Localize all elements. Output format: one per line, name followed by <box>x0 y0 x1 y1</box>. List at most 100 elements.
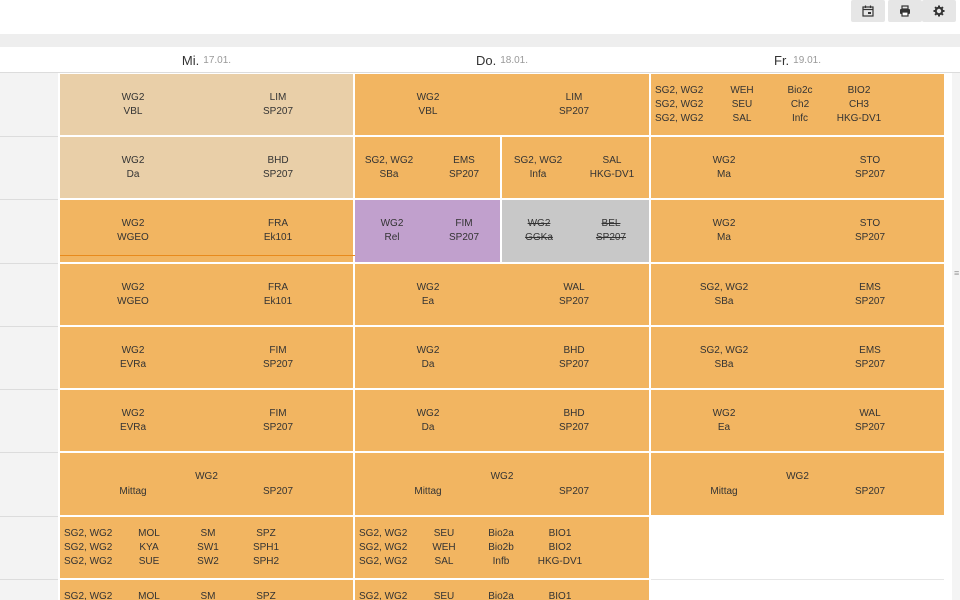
lesson-card[interactable]: WG2 Ea WAL SP207 <box>651 390 944 451</box>
period-divider <box>0 579 58 580</box>
lesson-class: SG2, WG2 <box>655 112 704 124</box>
lesson-card[interactable]: WG2 Da BHD SP207 <box>60 137 353 198</box>
lesson-subject: Infa <box>529 168 547 180</box>
lesson-card[interactable]: SG2, WG2 SBa EMS SP207 <box>651 264 944 325</box>
lesson-card-group[interactable]: SG2, WG2 MOL SM SPZ <box>60 580 353 600</box>
lesson-subject: GGKa <box>525 232 553 243</box>
lesson-card[interactable]: SG2, WG2 SBa EMS SP207 <box>355 137 500 198</box>
lesson-teacher: SAL <box>434 555 454 567</box>
lesson-teacher: BHD <box>267 154 289 166</box>
lesson-class: WG2 <box>121 344 145 356</box>
lesson-subject: Infc <box>791 112 809 124</box>
lesson-card-group[interactable]: SG2, WG2 SEU Bio2a BIO1 <box>355 580 649 600</box>
lesson-card[interactable]: WG2 Ea WAL SP207 <box>355 264 649 325</box>
lesson-teacher: FIM <box>269 344 287 356</box>
lesson-card-group[interactable]: SG2, WG2 WEH Bio2c BIO2 SG2, WG2 SEU Ch2 CH3 S… <box>651 74 944 135</box>
lesson-teacher: WAL <box>859 407 881 419</box>
lunch-card[interactable]: WG2 Mittag SP207 <box>355 453 649 515</box>
lesson-class: WG2 <box>416 344 440 356</box>
lesson-subject: Bio2b <box>488 541 514 553</box>
print-button[interactable] <box>888 0 922 22</box>
lesson-class: SG2, WG2 <box>655 98 704 110</box>
lesson-room: SP207 <box>854 295 886 307</box>
lesson-class: SG2, WG2 <box>64 555 113 567</box>
lesson-room: SPZ <box>256 527 276 539</box>
lunch-card[interactable]: WG2 Mittag SP207 <box>60 453 353 515</box>
lesson-subject: SW1 <box>197 541 219 553</box>
lesson-teacher: FIM <box>269 407 287 419</box>
lesson-room: SP207 <box>262 421 294 433</box>
lesson-room: SP207 <box>854 168 886 180</box>
lesson-card-group[interactable]: SG2, WG2 MOL SM SPZ SG2, WG2 KYA SW1 SPH1 SG2,… <box>60 517 353 578</box>
lesson-room: BIO2 <box>847 84 871 96</box>
lesson-class: SG2, WG2 <box>699 281 749 293</box>
day-header-thursday: Do. 18.01. <box>355 47 649 73</box>
day-name: Do. <box>475 52 497 68</box>
lesson-room: SP207 <box>595 232 627 243</box>
lesson-subject: Rel <box>384 232 400 243</box>
lesson-teacher: FRA <box>268 218 288 229</box>
lesson-class: WG2 <box>712 407 736 419</box>
lesson-card[interactable]: WG2 Ma STO SP207 <box>651 200 944 262</box>
lesson-teacher: FRA <box>268 281 288 293</box>
lesson-card[interactable]: WG2 EVRa FIM SP207 <box>60 390 353 451</box>
lesson-room: BIO1 <box>548 591 572 600</box>
lesson-card[interactable]: WG2 Da BHD SP207 <box>355 327 649 388</box>
lesson-room: SP207 <box>854 358 886 370</box>
lesson-class: WG2 <box>121 154 145 166</box>
lesson-class: SG2, WG2 <box>699 344 749 356</box>
lesson-card[interactable]: WG2 WGEO FRA Ek101 <box>60 200 353 262</box>
lesson-room: SP207 <box>262 486 294 497</box>
lesson-card-group[interactable]: SG2, WG2 SEU Bio2a BIO1 SG2, WG2 WEH Bio2b BIO… <box>355 517 649 578</box>
lesson-card[interactable]: WG2 VBL LIM SP207 <box>355 74 649 135</box>
lesson-card[interactable]: WG2 Da BHD SP207 <box>355 390 649 451</box>
settings-button[interactable] <box>922 0 956 22</box>
toolbar-separator <box>0 34 960 47</box>
cancelled-lesson-card[interactable]: WG2 GGKa BEL SP207 <box>502 200 649 262</box>
lunch-card[interactable]: WG2 Mittag SP207 <box>651 453 944 515</box>
lesson-card[interactable]: WG2 EVRa FIM SP207 <box>60 327 353 388</box>
lesson-teacher: BEL <box>601 218 621 229</box>
lesson-subject: Ea <box>717 421 731 433</box>
lesson-class: WG2 <box>712 218 736 229</box>
lesson-subject: Mittag <box>119 486 147 497</box>
lesson-card[interactable]: SG2, WG2 SBa EMS SP207 <box>651 327 944 388</box>
lesson-class: WG2 <box>416 407 440 419</box>
lesson-class: SG2, WG2 <box>364 154 414 166</box>
lesson-teacher: SEU <box>433 591 455 600</box>
lesson-teacher: STO <box>859 218 881 229</box>
lesson-card[interactable]: WG2 VBL LIM SP207 <box>60 74 353 135</box>
lesson-class: WG2 <box>527 218 551 229</box>
lesson-subject: Ch2 <box>790 98 810 110</box>
vertical-scrollbar[interactable]: ≡ <box>952 73 960 600</box>
period-divider <box>0 326 58 327</box>
toolbar <box>0 0 960 34</box>
lesson-card[interactable]: WG2 Ma STO SP207 <box>651 137 944 198</box>
lesson-subject: Bio2a <box>488 591 514 600</box>
period-column <box>0 73 58 600</box>
lesson-subject: Ma <box>717 168 731 180</box>
lesson-subject: EVRa <box>119 358 147 370</box>
substitution-lesson-card[interactable]: WG2 Rel FIM SP207 <box>355 200 500 262</box>
lesson-room: SP207 <box>262 358 294 370</box>
lesson-class: SG2, WG2 <box>655 84 704 96</box>
lesson-teacher: WAL <box>563 281 585 293</box>
day-name: Mi. <box>181 52 200 68</box>
lesson-subject: WGEO <box>117 295 149 307</box>
day-name: Fr. <box>774 52 790 68</box>
lesson-card[interactable]: SG2, WG2 Infa SAL HKG-DV1 <box>502 137 649 198</box>
lesson-room: Ek101 <box>263 232 293 243</box>
lesson-room: SP207 <box>262 105 294 117</box>
empty-slot-divider <box>651 579 944 580</box>
lesson-room: Ek101 <box>263 295 293 307</box>
lesson-teacher: EMS <box>859 281 881 293</box>
lesson-class: WG2 <box>786 471 809 482</box>
lesson-room: HKG-DV1 <box>589 168 635 180</box>
lesson-class: SG2, WG2 <box>64 541 113 553</box>
calendar-button[interactable] <box>851 0 885 22</box>
lesson-class: SG2, WG2 <box>513 154 563 166</box>
lesson-card[interactable]: WG2 WGEO FRA Ek101 <box>60 264 353 325</box>
scroll-handle-icon[interactable]: ≡ <box>954 268 960 278</box>
lesson-class: WG2 <box>121 218 145 229</box>
lesson-class: WG2 <box>195 471 218 482</box>
